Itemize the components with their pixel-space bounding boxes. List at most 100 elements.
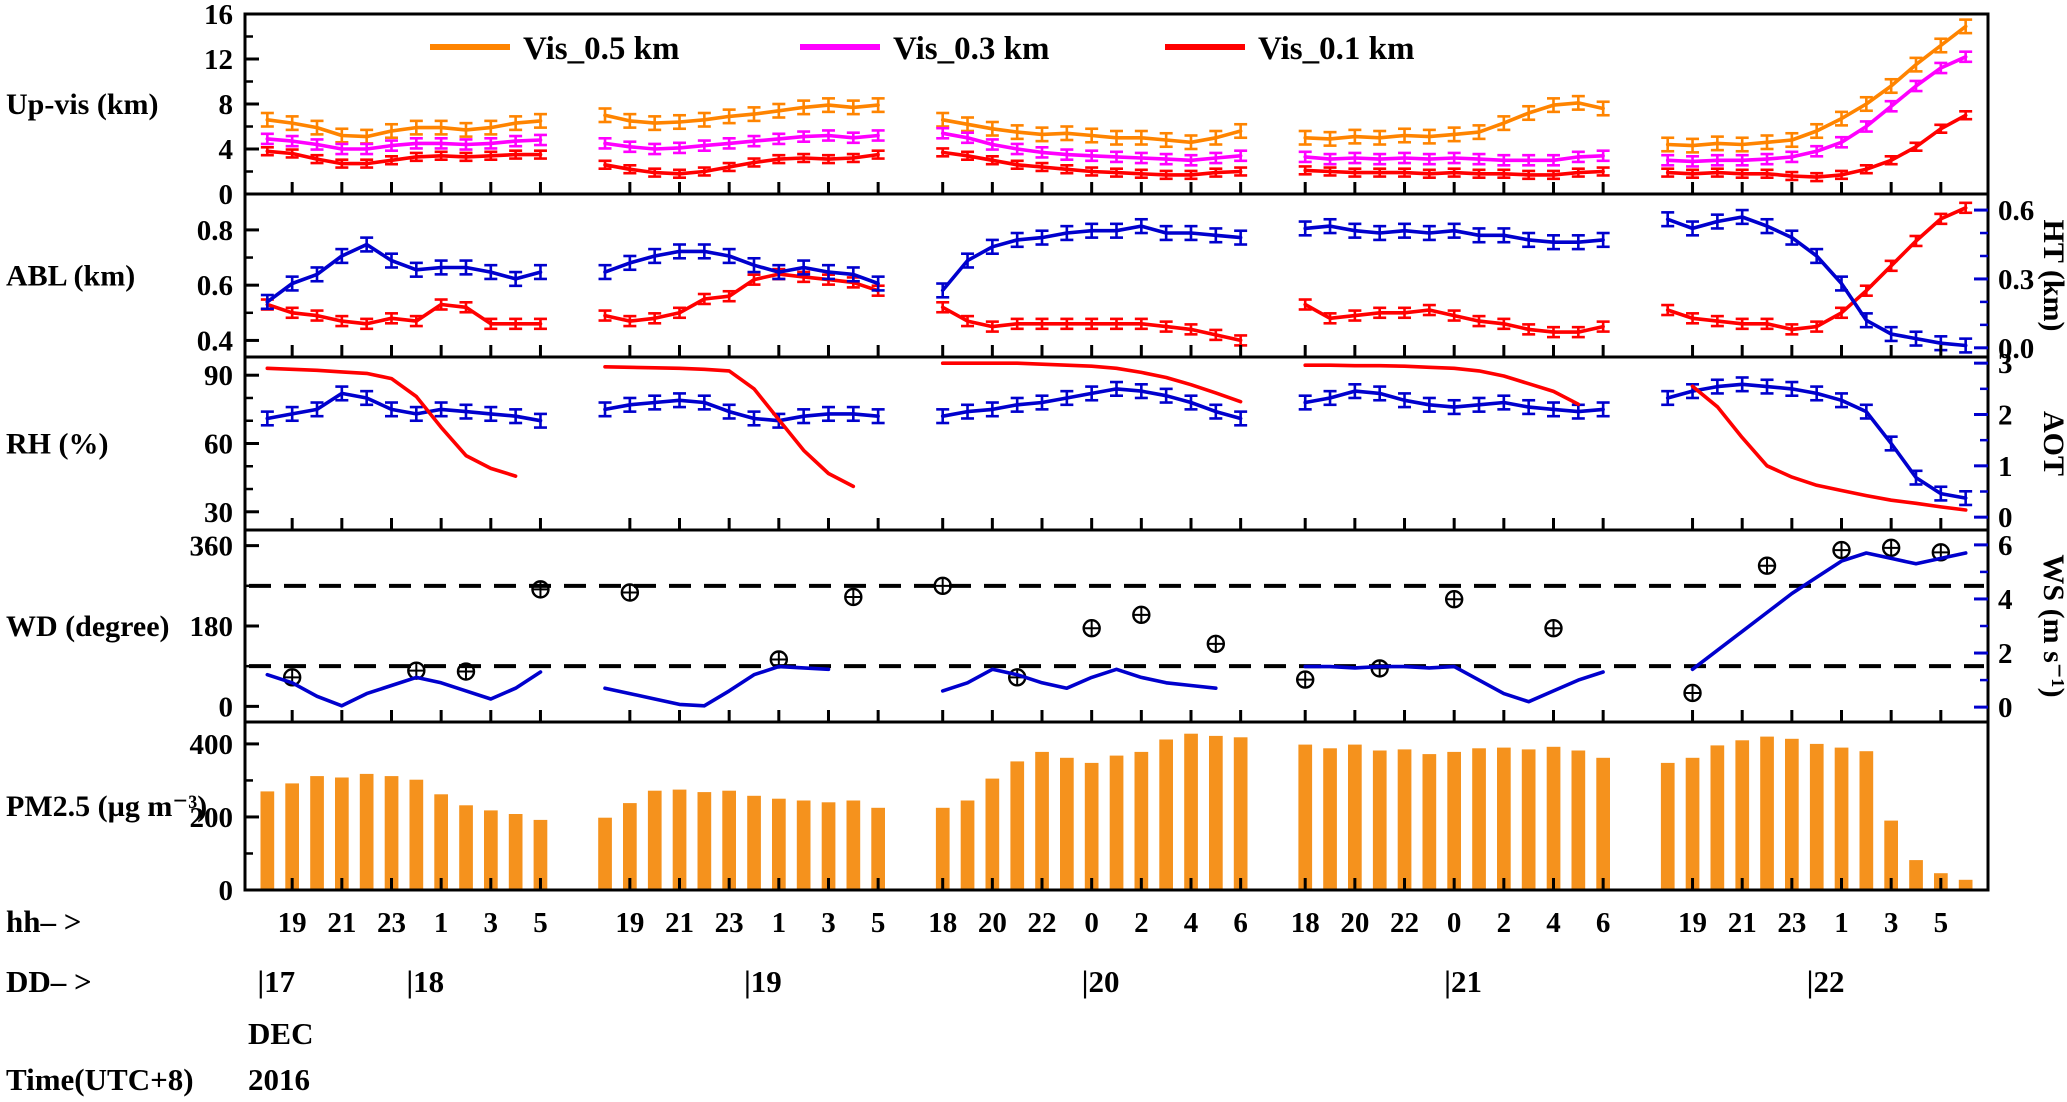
series-pm2.5: [260, 733, 1973, 889]
legend-label-3: Vis_0.1 km: [1258, 31, 1414, 67]
right-axis-title-abl: HT (km): [2037, 220, 2067, 332]
hh-tick-label: 19: [1678, 907, 1707, 939]
panel-pm25: 0 200 400 PM2.5 (µg m⁻³): [6, 720, 1990, 907]
ytick-left-abl: 0.4: [197, 325, 233, 357]
hh-tick-label: 2: [1134, 907, 1149, 939]
ytick-right-rh: 3: [1998, 348, 2013, 380]
ytick-right-abl: 0.0: [1998, 333, 2034, 365]
ytick-right-wd: 0: [1998, 692, 2013, 724]
legend-label-1: Vis_0.5 km: [523, 31, 679, 67]
dd-row-label: DD– >: [6, 964, 92, 999]
dd-marker: |22: [1807, 964, 1845, 999]
ytick-right-rh: 1: [1998, 451, 2013, 483]
left-axis-title-wd: WD (degree): [6, 610, 170, 643]
hh-tick-label: 1: [434, 907, 449, 939]
hh-tick-label: 23: [377, 907, 406, 939]
hh-tick-label: 1: [772, 907, 787, 939]
hh-tick-label: 3: [821, 907, 836, 939]
ytick-left-pm25: 400: [190, 729, 234, 761]
dd-marker: |18: [406, 964, 444, 999]
hh-tick-label: 21: [327, 907, 356, 939]
ytick-left-abl: 0.8: [197, 215, 233, 247]
hh-row-label: hh– >: [6, 904, 81, 939]
hh-tick-label: 3: [1884, 907, 1899, 939]
series-ht: [260, 208, 1973, 354]
panel-abl: 0.40.60.80.00.30.6HT (km)ABL (km): [6, 192, 2067, 365]
hh-tick-label: 5: [533, 907, 548, 939]
hh-tick-label: 5: [871, 907, 886, 939]
legend: Vis_0.5 km Vis_0.3 km Vis_0.1 km: [430, 31, 1414, 67]
right-axis-title-wd: WS (m s⁻¹): [2037, 554, 2067, 697]
series-vis-0.1-km: [260, 110, 1973, 183]
legend-label-2: Vis_0.3 km: [893, 31, 1049, 67]
dd-marker: |19: [744, 964, 782, 999]
series-abl: [260, 201, 1973, 347]
ytick-left-upvis: 12: [204, 44, 233, 76]
time-row-label: Time(UTC+8): [6, 1062, 194, 1097]
hh-tick-label: 0: [1447, 907, 1462, 939]
left-axis-title-pm25: PM2.5 (µg m⁻³): [6, 790, 207, 823]
ytick-right-rh: 2: [1998, 399, 2013, 431]
hh-tick-label: 6: [1596, 907, 1611, 939]
hh-tick-label: 19: [278, 907, 307, 939]
series-vis-0.3-km: [260, 50, 1973, 168]
hh-tick-label: 5: [1934, 907, 1949, 939]
hh-tick-label: 6: [1233, 907, 1248, 939]
ytick-left-wd: 360: [190, 531, 234, 563]
series-rh: [260, 376, 1973, 507]
series-wd: [282, 538, 1951, 703]
hh-tick-label: 21: [665, 907, 694, 939]
ytick-right-wd: 4: [1998, 584, 2013, 616]
ytick-right-wd: 2: [1998, 638, 2013, 670]
ytick-left-rh: 60: [204, 429, 233, 461]
hh-tick-label: 3: [484, 907, 499, 939]
left-axis-title-abl: ABL (km): [6, 260, 135, 293]
time-axis: 19 21 23 1 3 5 19 21 23 1 3 5 18 20 22 0 2 4 6 18 20 22 0 2 4 6 19…: [6, 904, 1948, 1097]
ytick-right-wd: 6: [1998, 530, 2013, 562]
hh-tick-label: 22: [1028, 907, 1057, 939]
series-vis-0.5-km: [260, 18, 1973, 154]
ytick-left-rh: 90: [204, 360, 233, 392]
ytick-left-rh: 30: [204, 497, 233, 529]
left-axis-title-upvis: Up-vis (km): [6, 88, 159, 121]
hh-tick-label: 4: [1546, 907, 1561, 939]
hh-tick-label: 18: [1291, 907, 1320, 939]
series-aot: [265, 361, 1968, 512]
panel-rh: 30 60 90 0 1 2 3 AOT RH (%): [6, 348, 2067, 534]
hh-tick-label: 18: [928, 907, 957, 939]
hh-tick-label: 1: [1834, 907, 1849, 939]
hh-tick-label: 0: [1084, 907, 1099, 939]
ytick-left-upvis: 0: [219, 179, 234, 211]
hh-tick-label: 23: [1777, 907, 1806, 939]
ytick-left-upvis: 8: [219, 89, 234, 121]
ytick-left-wd: 180: [190, 611, 234, 643]
ytick-left-upvis: 4: [219, 134, 234, 166]
dd-marker: |17: [257, 964, 295, 999]
dd-marker: |21: [1444, 964, 1482, 999]
ytick-left-wd: 0: [219, 691, 234, 723]
hh-tick-label: 21: [1728, 907, 1757, 939]
ytick-left-upvis: 16: [204, 0, 233, 31]
ytick-left-pm25: 200: [190, 802, 234, 834]
right-axis-title-rh: AOT: [2037, 411, 2067, 476]
panel-wd: 0 180 360 0 2 4 6 WS (m s⁻¹) WD (degree): [6, 528, 2067, 724]
hh-tick-label: 20: [978, 907, 1007, 939]
dd-marker: |20: [1082, 964, 1120, 999]
left-axis-title-rh: RH (%): [6, 428, 108, 461]
series-ws: [265, 551, 1968, 708]
ytick-right-abl: 0.3: [1998, 264, 2034, 296]
year-label: 2016: [248, 1062, 310, 1097]
hh-tick-label: 20: [1340, 907, 1369, 939]
hh-tick-label: 4: [1184, 907, 1199, 939]
hh-tick-label: 23: [715, 907, 744, 939]
hh-tick-label: 22: [1390, 907, 1419, 939]
ytick-left-pm25: 0: [219, 875, 234, 907]
month-label: DEC: [248, 1016, 313, 1051]
hh-tick-label: 2: [1497, 907, 1512, 939]
ytick-left-abl: 0.6: [197, 270, 233, 302]
hh-tick-label: 19: [615, 907, 644, 939]
ytick-right-rh: 0: [1998, 502, 2013, 534]
